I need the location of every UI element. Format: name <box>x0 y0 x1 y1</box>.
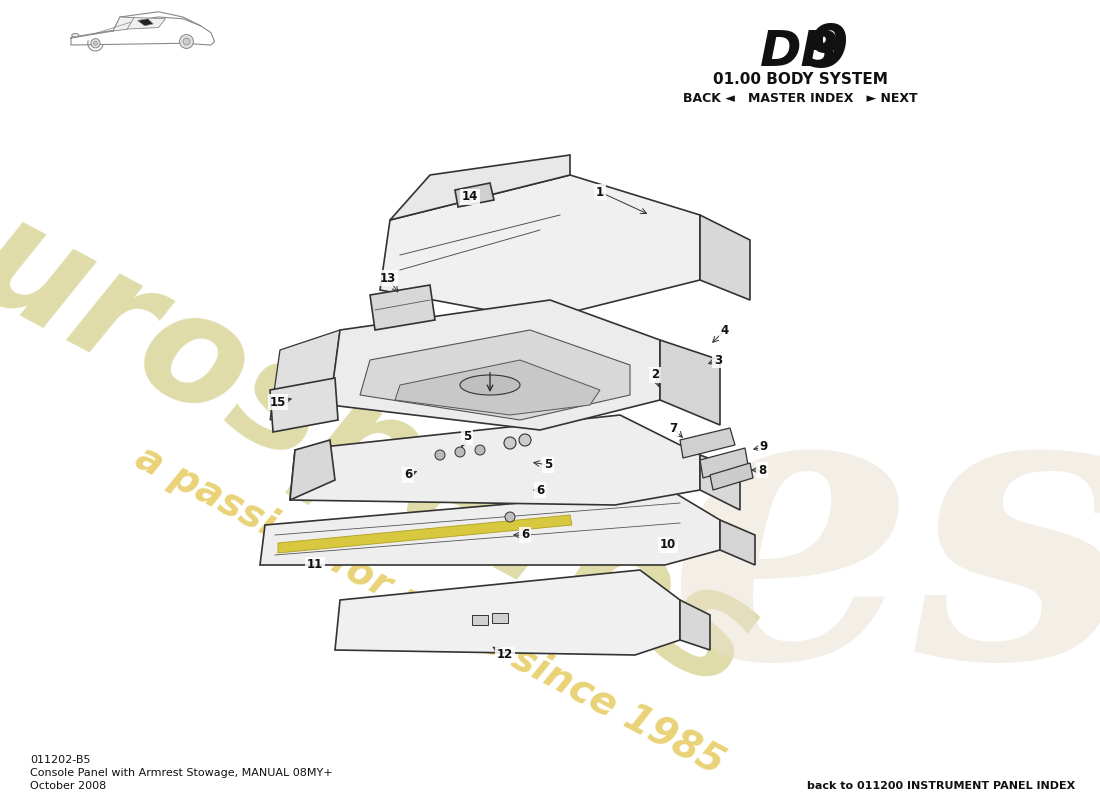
Polygon shape <box>278 515 572 553</box>
Polygon shape <box>455 183 494 207</box>
Text: 1: 1 <box>596 186 604 198</box>
Text: 6: 6 <box>536 483 544 497</box>
Text: 8: 8 <box>758 463 766 477</box>
Circle shape <box>91 38 100 48</box>
Circle shape <box>519 434 531 446</box>
Text: Console Panel with Armrest Stowage, MANUAL 08MY+: Console Panel with Armrest Stowage, MANU… <box>30 768 332 778</box>
Text: 4: 4 <box>720 323 729 337</box>
Text: 01.00 BODY SYSTEM: 01.00 BODY SYSTEM <box>713 72 888 87</box>
Polygon shape <box>700 448 748 478</box>
Text: 011202-B5: 011202-B5 <box>30 755 90 765</box>
Polygon shape <box>113 17 134 31</box>
Polygon shape <box>660 340 720 425</box>
Polygon shape <box>336 570 680 655</box>
Circle shape <box>183 38 190 45</box>
Polygon shape <box>138 18 153 26</box>
Circle shape <box>179 34 194 49</box>
Text: es: es <box>667 362 1100 738</box>
Text: 10: 10 <box>660 538 676 551</box>
Text: 2: 2 <box>651 369 659 382</box>
Text: 14: 14 <box>462 190 478 203</box>
Ellipse shape <box>460 375 520 395</box>
Circle shape <box>94 42 98 45</box>
Text: 7: 7 <box>669 422 678 434</box>
Circle shape <box>475 445 485 455</box>
Polygon shape <box>680 600 710 650</box>
FancyBboxPatch shape <box>472 615 488 625</box>
Text: eurospares: eurospares <box>0 138 781 722</box>
Polygon shape <box>395 360 600 415</box>
Polygon shape <box>370 285 434 330</box>
Text: October 2008: October 2008 <box>30 781 107 791</box>
Polygon shape <box>360 330 630 420</box>
Text: back to 011200 INSTRUMENT PANEL INDEX: back to 011200 INSTRUMENT PANEL INDEX <box>806 781 1075 791</box>
Text: 9: 9 <box>808 22 848 79</box>
Circle shape <box>455 447 465 457</box>
Polygon shape <box>700 455 740 510</box>
Polygon shape <box>330 300 660 430</box>
Text: BACK ◄   MASTER INDEX   ► NEXT: BACK ◄ MASTER INDEX ► NEXT <box>683 92 917 105</box>
Polygon shape <box>290 415 700 505</box>
Polygon shape <box>680 428 735 458</box>
Text: 5: 5 <box>463 430 471 443</box>
Text: 6: 6 <box>404 469 412 482</box>
Polygon shape <box>390 155 570 220</box>
Text: 9: 9 <box>760 441 768 454</box>
Polygon shape <box>720 520 755 565</box>
Text: a passion for parts since 1985: a passion for parts since 1985 <box>129 438 730 782</box>
Text: 11: 11 <box>307 558 323 571</box>
Polygon shape <box>270 378 338 432</box>
Text: DB: DB <box>760 28 839 76</box>
Text: 6: 6 <box>521 529 529 542</box>
Text: 5: 5 <box>543 458 552 471</box>
Text: 12: 12 <box>497 649 513 662</box>
Polygon shape <box>700 215 750 300</box>
Polygon shape <box>379 175 700 320</box>
Polygon shape <box>270 330 340 420</box>
Text: 15: 15 <box>270 395 286 409</box>
Text: 3: 3 <box>714 354 722 366</box>
Polygon shape <box>260 490 720 565</box>
Circle shape <box>504 437 516 449</box>
Polygon shape <box>290 440 336 500</box>
Ellipse shape <box>72 34 79 37</box>
Circle shape <box>505 512 515 522</box>
Polygon shape <box>120 17 165 30</box>
Circle shape <box>434 450 446 460</box>
Polygon shape <box>710 463 754 490</box>
FancyBboxPatch shape <box>492 613 508 623</box>
Text: 13: 13 <box>379 271 396 285</box>
